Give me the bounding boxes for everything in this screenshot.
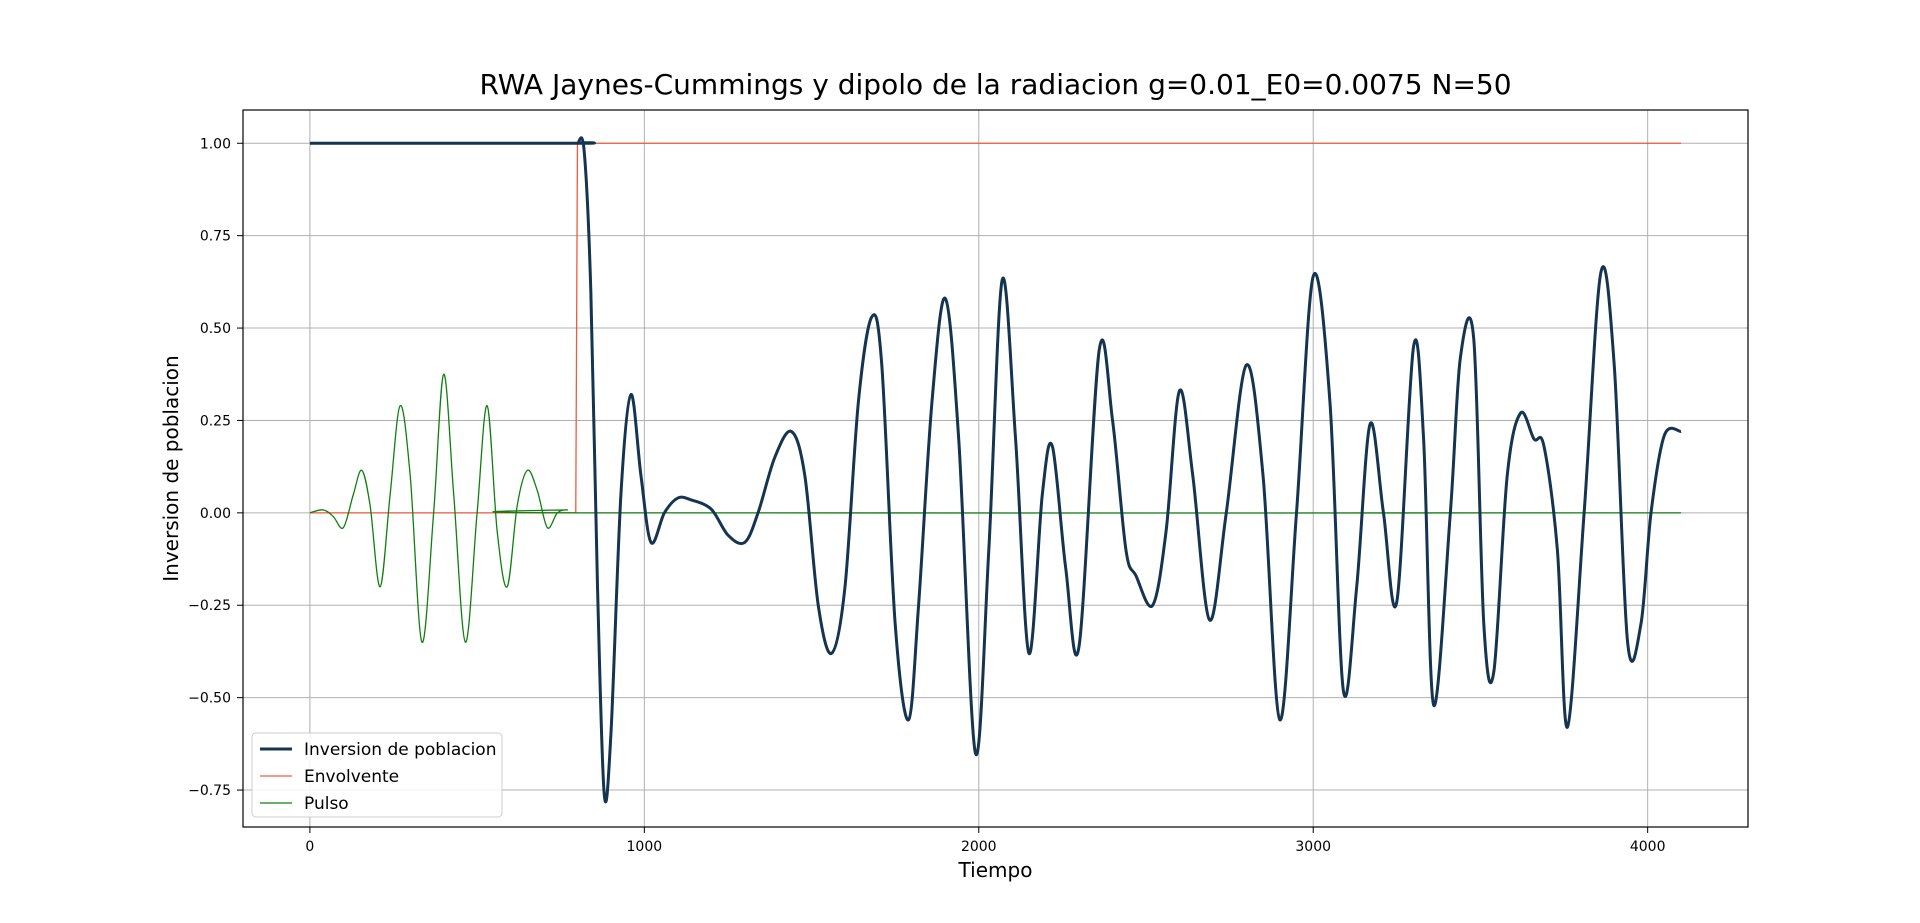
y-tick-label: 0.00 — [200, 506, 231, 522]
y-tick-label: −0.75 — [188, 783, 231, 799]
legend-label: Pulso — [304, 794, 349, 814]
legend-label: Envolvente — [304, 767, 399, 787]
x-tick-label: 4000 — [1630, 839, 1666, 855]
x-axis-label: Tiempo — [958, 858, 1033, 882]
chart-title: RWA Jaynes-Cummings y dipolo de la radia… — [479, 68, 1511, 101]
ticks-layer: 0 1000 2000 3000 4000 −0.75 −0.50 −0.25 0.00 0.25… — [188, 136, 1665, 855]
y-axis-label: Inversion de poblacion — [159, 355, 183, 581]
series-line-pulso — [309, 373, 1682, 643]
x-tick-label: 3000 — [1295, 839, 1331, 855]
x-tick-label: 0 — [305, 839, 314, 855]
y-tick-label: −0.25 — [188, 598, 231, 614]
legend: Inversion de poblacion Envolvente Pulso — [251, 732, 503, 818]
legend-label: Inversion de poblacion — [304, 740, 496, 760]
series-line-inversion-de-poblacion — [309, 136, 1682, 804]
y-tick-label: 0.75 — [200, 229, 231, 245]
series-line-envolvente — [309, 142, 1682, 514]
y-tick-label: 1.00 — [200, 136, 231, 152]
plot-area-frame — [242, 109, 1749, 828]
series-layer — [309, 136, 1682, 804]
legend-box — [251, 732, 503, 818]
grid-layer — [243, 110, 1748, 827]
y-tick-label: 0.25 — [200, 413, 231, 429]
x-tick-label: 1000 — [627, 839, 663, 855]
y-tick-label: −0.50 — [188, 691, 231, 707]
x-tick-label: 2000 — [961, 839, 997, 855]
y-tick-label: 0.50 — [200, 321, 231, 337]
